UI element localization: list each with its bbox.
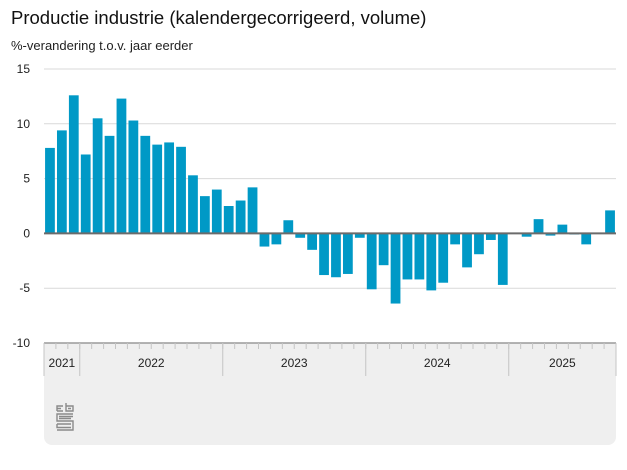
bar (462, 233, 472, 268)
bar (521, 233, 532, 237)
bar (354, 233, 365, 238)
y-tick-label: 0 (23, 226, 30, 240)
bar (557, 224, 568, 234)
bar (605, 210, 615, 234)
bar (450, 233, 461, 245)
bar (366, 233, 377, 290)
x-year-label: 2024 (424, 356, 451, 370)
y-tick-label: 5 (23, 172, 30, 186)
bar (342, 233, 353, 274)
bar (259, 233, 270, 247)
bar (390, 233, 401, 304)
bar (211, 189, 222, 234)
bar (545, 233, 556, 236)
bar (104, 135, 115, 234)
bar (331, 233, 341, 278)
bar (80, 154, 91, 234)
bar (188, 175, 198, 234)
y-tick-label: 15 (17, 62, 31, 76)
cbs-logo-icon (56, 403, 74, 431)
x-year-label: 2025 (549, 356, 576, 370)
bar (235, 200, 246, 234)
x-year-label: 2022 (138, 356, 165, 370)
chart-title: Productie industrie (kalendergecorrigeer… (11, 7, 427, 28)
bar (485, 233, 496, 240)
bar (533, 219, 544, 234)
bar (402, 233, 413, 280)
bar (223, 206, 234, 234)
bar (378, 233, 389, 266)
bar (497, 233, 508, 285)
bar (152, 144, 163, 234)
bar (128, 120, 139, 234)
bar (164, 142, 175, 234)
bar (307, 233, 318, 250)
bar (271, 233, 282, 245)
bar (68, 95, 79, 234)
bar (295, 233, 306, 238)
bar (581, 233, 592, 245)
bar (283, 220, 294, 234)
bar (140, 135, 151, 234)
bar (56, 130, 67, 234)
bar (426, 233, 437, 291)
x-year-label: 2021 (49, 356, 76, 370)
bar (45, 147, 55, 234)
bar (319, 233, 329, 276)
bar (474, 233, 484, 255)
y-tick-label: 10 (17, 117, 31, 131)
chart-subtitle: %-verandering t.o.v. jaar eerder (11, 38, 193, 53)
y-tick-label: -5 (19, 281, 30, 295)
bar (116, 98, 127, 234)
bar (92, 118, 103, 234)
bar (199, 196, 210, 234)
bar (414, 233, 425, 280)
x-year-label: 2023 (281, 356, 308, 370)
bar (247, 187, 258, 234)
bar (176, 146, 186, 234)
y-tick-label: -10 (13, 336, 31, 350)
bar (438, 233, 449, 283)
x-axis-panel (44, 343, 616, 445)
